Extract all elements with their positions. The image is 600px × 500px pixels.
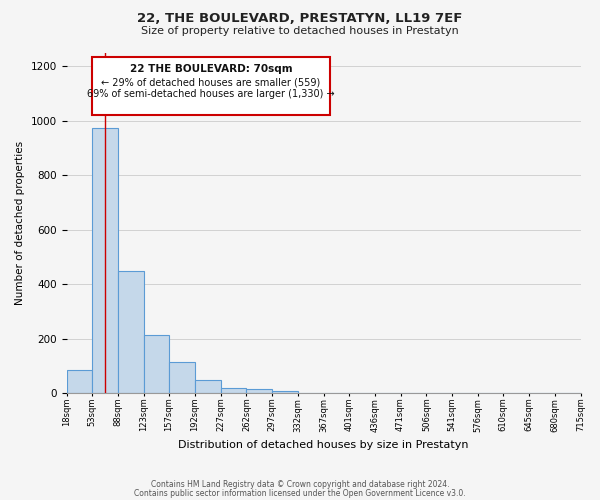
Text: Size of property relative to detached houses in Prestatyn: Size of property relative to detached ho…: [141, 26, 459, 36]
Bar: [247, 390, 272, 394]
Y-axis label: Number of detached properties: Number of detached properties: [15, 141, 25, 305]
Bar: [169, 362, 195, 394]
Text: 22 THE BOULEVARD: 70sqm: 22 THE BOULEVARD: 70sqm: [130, 64, 292, 74]
Text: 22, THE BOULEVARD, PRESTATYN, LL19 7EF: 22, THE BOULEVARD, PRESTATYN, LL19 7EF: [137, 12, 463, 26]
Bar: [221, 388, 247, 394]
Text: ← 29% of detached houses are smaller (559): ← 29% of detached houses are smaller (55…: [101, 77, 320, 87]
Text: Contains public sector information licensed under the Open Government Licence v3: Contains public sector information licen…: [134, 489, 466, 498]
Text: Contains HM Land Registry data © Crown copyright and database right 2024.: Contains HM Land Registry data © Crown c…: [151, 480, 449, 489]
Bar: [272, 391, 298, 394]
Text: 69% of semi-detached houses are larger (1,330) →: 69% of semi-detached houses are larger (…: [87, 90, 335, 100]
Bar: [67, 370, 92, 394]
Bar: [92, 128, 118, 394]
Bar: [195, 380, 221, 394]
X-axis label: Distribution of detached houses by size in Prestatyn: Distribution of detached houses by size …: [178, 440, 469, 450]
FancyBboxPatch shape: [92, 56, 330, 115]
Bar: [118, 270, 144, 394]
Bar: [144, 335, 169, 394]
